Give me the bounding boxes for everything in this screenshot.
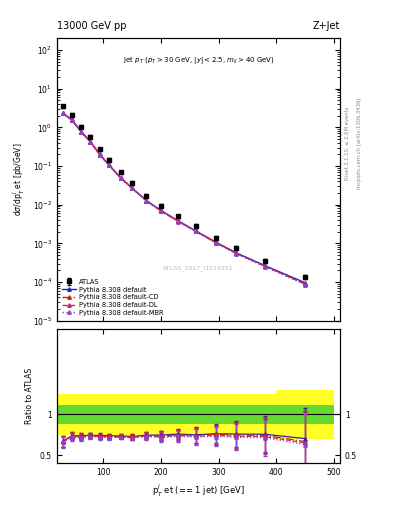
Pythia 8.308 default-MBR: [70, 117, 74, 123]
Text: mcplots.cern.ch [arXiv:1306.3436]: mcplots.cern.ch [arXiv:1306.3436]: [357, 98, 362, 189]
Pythia 8.308 default-MBR: [176, 219, 181, 225]
Pythia 8.308 default-CD: [176, 218, 181, 224]
Text: 13000 GeV pp: 13000 GeV pp: [57, 20, 127, 31]
Pythia 8.308 default-MBR: [88, 139, 93, 145]
Pythia 8.308 default-DL: [70, 117, 74, 123]
Text: ATLAS_2017_I1514251: ATLAS_2017_I1514251: [163, 266, 234, 271]
Pythia 8.308 default: [118, 175, 123, 181]
Pythia 8.308 default: [263, 263, 267, 269]
Pythia 8.308 default: [193, 228, 198, 234]
Pythia 8.308 default: [107, 162, 111, 168]
Pythia 8.308 default: [303, 280, 308, 286]
Line: Pythia 8.308 default-CD: Pythia 8.308 default-CD: [61, 111, 307, 286]
Pythia 8.308 default: [97, 152, 102, 158]
Pythia 8.308 default-DL: [118, 175, 123, 181]
Pythia 8.308 default-MBR: [158, 208, 163, 214]
Text: Rivet 3.1.10, ≥ 2.6M events: Rivet 3.1.10, ≥ 2.6M events: [345, 106, 350, 180]
Pythia 8.308 default-DL: [176, 218, 181, 224]
Pythia 8.308 default-DL: [107, 162, 111, 168]
Pythia 8.308 default-CD: [88, 139, 93, 145]
Pythia 8.308 default-MBR: [118, 175, 123, 181]
Pythia 8.308 default: [79, 129, 84, 135]
Pythia 8.308 default: [88, 139, 93, 145]
Pythia 8.308 default: [176, 218, 181, 224]
Pythia 8.308 default: [144, 198, 149, 204]
Line: Pythia 8.308 default-MBR: Pythia 8.308 default-MBR: [61, 112, 307, 286]
Pythia 8.308 default-MBR: [61, 110, 65, 116]
Text: Z+Jet: Z+Jet: [312, 20, 340, 31]
Pythia 8.308 default: [213, 239, 218, 245]
Pythia 8.308 default: [70, 117, 74, 123]
Pythia 8.308 default-CD: [97, 152, 102, 158]
Pythia 8.308 default-CD: [107, 162, 111, 168]
Pythia 8.308 default-DL: [144, 198, 149, 204]
Pythia 8.308 default-DL: [130, 185, 134, 191]
Y-axis label: d$\sigma$/dp$_T^j$ et [pb/GeV]: d$\sigma$/dp$_T^j$ et [pb/GeV]: [11, 143, 27, 216]
Pythia 8.308 default-DL: [79, 129, 84, 135]
Pythia 8.308 default-DL: [158, 208, 163, 214]
Pythia 8.308 default-MBR: [213, 240, 218, 246]
Pythia 8.308 default-CD: [234, 250, 239, 256]
Pythia 8.308 default-CD: [130, 185, 134, 191]
Pythia 8.308 default-DL: [88, 139, 93, 145]
Legend: ATLAS, Pythia 8.308 default, Pythia 8.308 default-CD, Pythia 8.308 default-DL, P: ATLAS, Pythia 8.308 default, Pythia 8.30…: [60, 278, 165, 317]
Pythia 8.308 default-CD: [158, 207, 163, 214]
Pythia 8.308 default-MBR: [144, 198, 149, 204]
Pythia 8.308 default-DL: [234, 250, 239, 257]
Pythia 8.308 default-DL: [97, 152, 102, 158]
Pythia 8.308 default-CD: [263, 263, 267, 269]
Pythia 8.308 default-CD: [70, 117, 74, 123]
Pythia 8.308 default-CD: [61, 110, 65, 116]
Pythia 8.308 default-DL: [193, 228, 198, 234]
Pythia 8.308 default-DL: [263, 263, 267, 269]
Pythia 8.308 default-DL: [61, 110, 65, 116]
Pythia 8.308 default-MBR: [79, 129, 84, 135]
Line: Pythia 8.308 default: Pythia 8.308 default: [61, 111, 307, 285]
Line: Pythia 8.308 default-DL: Pythia 8.308 default-DL: [61, 112, 307, 286]
Pythia 8.308 default-DL: [303, 281, 308, 287]
Pythia 8.308 default-MBR: [130, 185, 134, 191]
Pythia 8.308 default: [234, 250, 239, 256]
Pythia 8.308 default-MBR: [263, 264, 267, 270]
Pythia 8.308 default: [158, 207, 163, 214]
Pythia 8.308 default-CD: [213, 239, 218, 245]
Text: Jet $p_T$ ($p_T > 30$ GeV, $|y| < 2.5$, $m_{ll} > 40$ GeV): Jet $p_T$ ($p_T > 30$ GeV, $|y| < 2.5$, …: [123, 55, 274, 67]
Y-axis label: Ratio to ATLAS: Ratio to ATLAS: [26, 368, 35, 424]
Pythia 8.308 default-MBR: [193, 228, 198, 234]
Pythia 8.308 default-CD: [79, 129, 84, 135]
Pythia 8.308 default: [130, 185, 134, 191]
Pythia 8.308 default-MBR: [107, 162, 111, 168]
Pythia 8.308 default-CD: [144, 198, 149, 204]
Pythia 8.308 default-MBR: [303, 282, 308, 288]
Pythia 8.308 default-MBR: [97, 152, 102, 158]
Pythia 8.308 default-CD: [303, 281, 308, 287]
Pythia 8.308 default-DL: [213, 240, 218, 246]
X-axis label: p$_T^j$ et (== 1 jet) [GeV]: p$_T^j$ et (== 1 jet) [GeV]: [152, 483, 245, 499]
Pythia 8.308 default-CD: [118, 175, 123, 181]
Pythia 8.308 default-MBR: [234, 250, 239, 257]
Pythia 8.308 default: [61, 110, 65, 116]
Pythia 8.308 default-CD: [193, 228, 198, 234]
